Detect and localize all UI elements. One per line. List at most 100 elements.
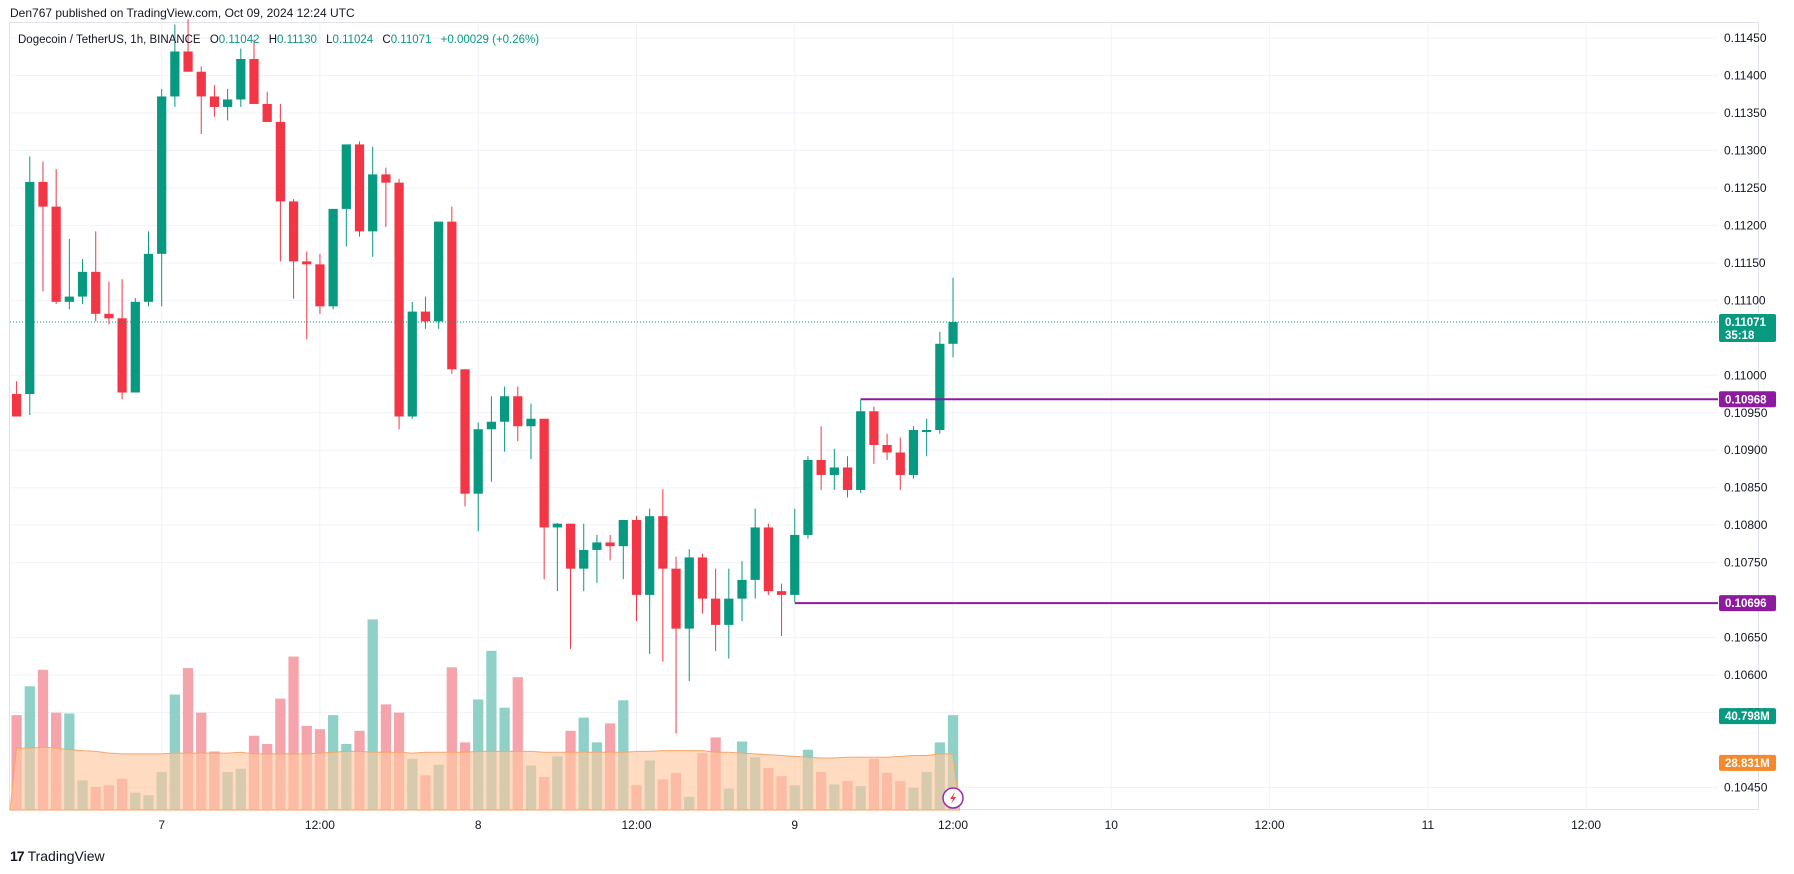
candle-body [275,121,285,202]
horizontal-levels [10,321,1718,605]
price-axis: 0.11450 0.11400 0.11350 0.11300 0.11250 0.112… [1724,31,1768,795]
candle-body [354,144,365,232]
candle-body [803,459,813,535]
price-tick-label: 0.11450 [1724,31,1767,45]
volume-bar [446,667,457,810]
candle-body [11,394,22,417]
candle-body [170,51,180,97]
candle-body [565,523,576,569]
price-tick-label: 0.10800 [1724,518,1768,532]
price-tick-label: 0.10850 [1724,481,1768,495]
candle-body [196,71,206,97]
candle-body [460,369,470,494]
candle-body [209,96,220,107]
candle-body [394,182,404,417]
price-tick-label: 0.10750 [1724,556,1768,570]
time-tick-label: 11 [1422,818,1435,832]
volume-bar [169,694,181,810]
candle-body [579,549,589,569]
footer-brand[interactable]: 17 TradingView [10,848,105,864]
candle-body [407,311,417,417]
time-tick-label: 12:00 [305,818,335,832]
candle-body [381,174,391,183]
candle-body [368,174,378,232]
candle-body [829,467,839,475]
price-tick-label: 0.10450 [1724,781,1768,795]
candle-body [447,221,457,370]
candle-body [763,527,773,592]
volume-ma-area [9,746,961,811]
ohlc-change: +0.00029 (+0.26%) [440,34,540,46]
candle-body [513,396,523,427]
ohlc-high: H0.11130 [268,34,317,46]
candle-body [552,523,562,528]
candle-body [658,516,668,569]
candle-body [711,598,721,625]
candle-body [499,396,510,422]
candle-body [592,542,602,550]
candle-body [302,261,312,265]
time-tick-label: 12:00 [621,818,651,832]
volume-tag: 40.798M [1719,708,1776,725]
candle-body [420,311,431,322]
time-tick-label: 7 [158,818,165,832]
tradingview-logo-icon: 17 [10,848,25,864]
candle-body [856,411,866,490]
price-tick-label: 0.10900 [1724,443,1768,457]
volume-tag-box [1719,708,1776,725]
candle-body [908,429,919,475]
candle-body [895,452,905,475]
time-axis: 7 12:00 8 12:00 9 12:00 10 12:00 11 12:00 [158,818,1601,832]
level-tag-text: 0.10968 [1725,394,1767,406]
volume-ma-tag-text: 28.831M [1725,758,1770,770]
candle-body [750,527,760,580]
level-tag: 0.10968 [1719,391,1776,408]
price-tick-label: 0.10650 [1724,631,1768,645]
ohlc-low: L0.11024 [326,34,374,46]
lightning-bolt [950,792,957,804]
ohlc-close: C0.11071 [382,34,432,46]
candle-body [249,58,259,104]
candle-body [790,534,800,595]
candle-body [605,542,615,547]
volume-ma-area [9,746,961,811]
candle-body [671,568,681,629]
level-tag-text: 0.10696 [1725,598,1767,610]
candle-body [223,99,233,107]
volume-ma-tag-box [1719,754,1776,771]
candle-body [117,318,127,393]
candle-body [157,96,167,254]
candle-body [104,313,114,319]
candle-body [922,429,932,432]
time-tick-label: 9 [791,818,798,832]
candle-body [315,264,325,307]
publisher-caption: Den767 published on TradingView.com, Oct… [10,6,355,20]
candle-body [724,598,734,625]
candle-body [697,557,708,599]
candle-body [882,444,892,453]
last-price-tag-text: 0.11071 [1725,317,1767,329]
volume-bar [37,669,49,810]
candle-body [262,103,272,122]
time-tick-label: 12:00 [1571,818,1601,832]
candle-body [618,519,628,547]
candle-body [539,418,549,528]
level-tag-box [1719,595,1776,612]
candle-body [288,201,299,262]
candle-body [328,208,338,307]
candle-body [486,421,497,430]
candle-body [631,519,642,595]
volume-bar [182,668,194,810]
price-tick-label: 0.11100 [1724,293,1766,307]
symbol-name: Dogecoin / TetherUS, 1h, BINANCE [18,34,201,46]
candle-body [341,144,351,209]
candle-body [935,343,945,430]
volume-ma-tag: 28.831M [1719,754,1776,771]
ohlc-open: O0.11042 [209,34,260,46]
symbol-legend: Dogecoin / TetherUS, 1h, BINANCE O0.1104… [18,34,539,46]
price-tick-label: 0.10600 [1724,668,1768,682]
candle-body [25,181,35,395]
candle-body [842,467,853,490]
candle-body [91,271,101,314]
